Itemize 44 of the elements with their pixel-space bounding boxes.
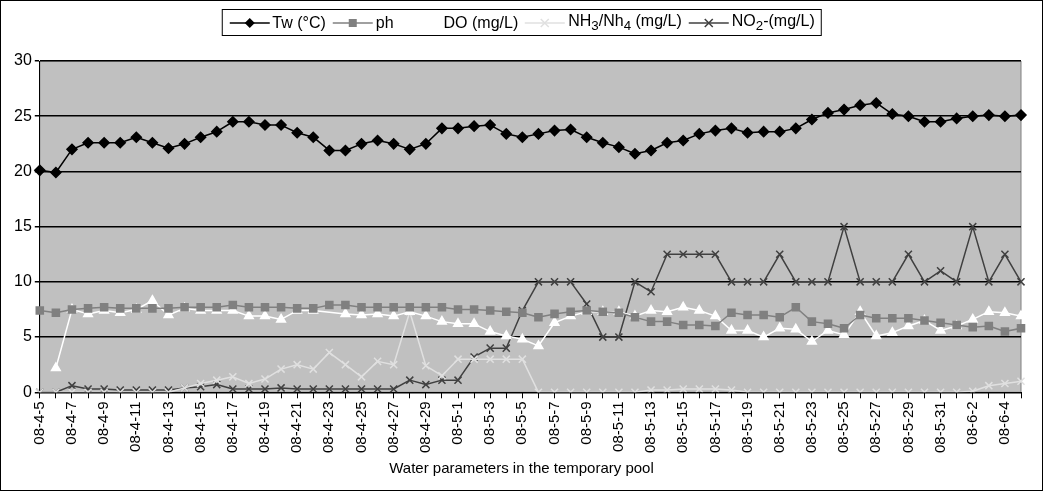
x-tick-label: 08-4-7 [62, 401, 80, 445]
x-tick-label: 08-5-23 [802, 401, 820, 453]
x-tick-label: 08-5-27 [866, 401, 884, 453]
x-tick-label: 08-5-3 [480, 401, 498, 445]
x-tick-label: 08-5-17 [705, 401, 723, 453]
x-tick-label: 08-5-11 [609, 401, 627, 452]
x-tick-label: 08-4-19 [255, 401, 273, 453]
legend-label: ph [375, 13, 394, 32]
legend-label: NO$_{2}$-(mg/L) [731, 12, 815, 34]
x-axis-title: Water parameters in the temporary pool [388, 459, 655, 476]
x-tick-label: 08-5-13 [641, 401, 659, 453]
x-tick-label: 08-5-7 [544, 401, 562, 445]
x-tick-label: 08-5-21 [769, 401, 787, 453]
x-tick-label: 08-4-23 [319, 401, 337, 453]
x-tick-label: 08-5-9 [576, 401, 594, 445]
y-tick-label: 0 [22, 382, 32, 400]
x-tick-label: 08-4-17 [222, 401, 240, 453]
x-tick-label: 08-4-13 [158, 401, 176, 453]
y-tick-label: 25 [14, 106, 32, 124]
x-tick-label: 08-4-5 [29, 401, 47, 445]
x-tick-label: 08-4-21 [287, 401, 305, 453]
x-tick-label: 08-5-15 [673, 401, 691, 453]
x-tick-label: 08-5-19 [737, 401, 755, 453]
x-tick-label: 08-5-1 [448, 401, 466, 445]
x-tick-label: 08-4-29 [415, 401, 433, 453]
x-tick-label: 08-4-27 [383, 401, 401, 453]
x-tick-label: 08-5-31 [930, 401, 948, 453]
x-tick-label: 08-5-29 [898, 401, 916, 453]
legend-label: NH$_{3}$/Nh$_{4}$ (mg/L) [568, 12, 682, 34]
x-tick-label: 08-5-25 [834, 401, 852, 453]
y-tick-label: 5 [22, 327, 32, 345]
x-tick-label: 08-4-15 [190, 401, 208, 453]
y-tick-label: 20 [14, 161, 32, 179]
x-tick-label: 08-5-5 [512, 401, 530, 445]
text: DO (mg/L) [443, 13, 519, 32]
x-tick-label: 08-6-4 [995, 401, 1013, 445]
x-tick-label: 08-6-2 [962, 401, 980, 445]
x-tick-label: 08-4-11 [126, 401, 144, 452]
legend-label: Tw (°C) [272, 13, 326, 32]
y-tick-label: 10 [14, 272, 32, 290]
y-tick-label: 30 [14, 51, 32, 69]
y-tick-label: 15 [14, 217, 32, 235]
x-tick-label: 08-4-9 [94, 401, 112, 445]
x-tick-label: 08-4-25 [351, 401, 369, 453]
